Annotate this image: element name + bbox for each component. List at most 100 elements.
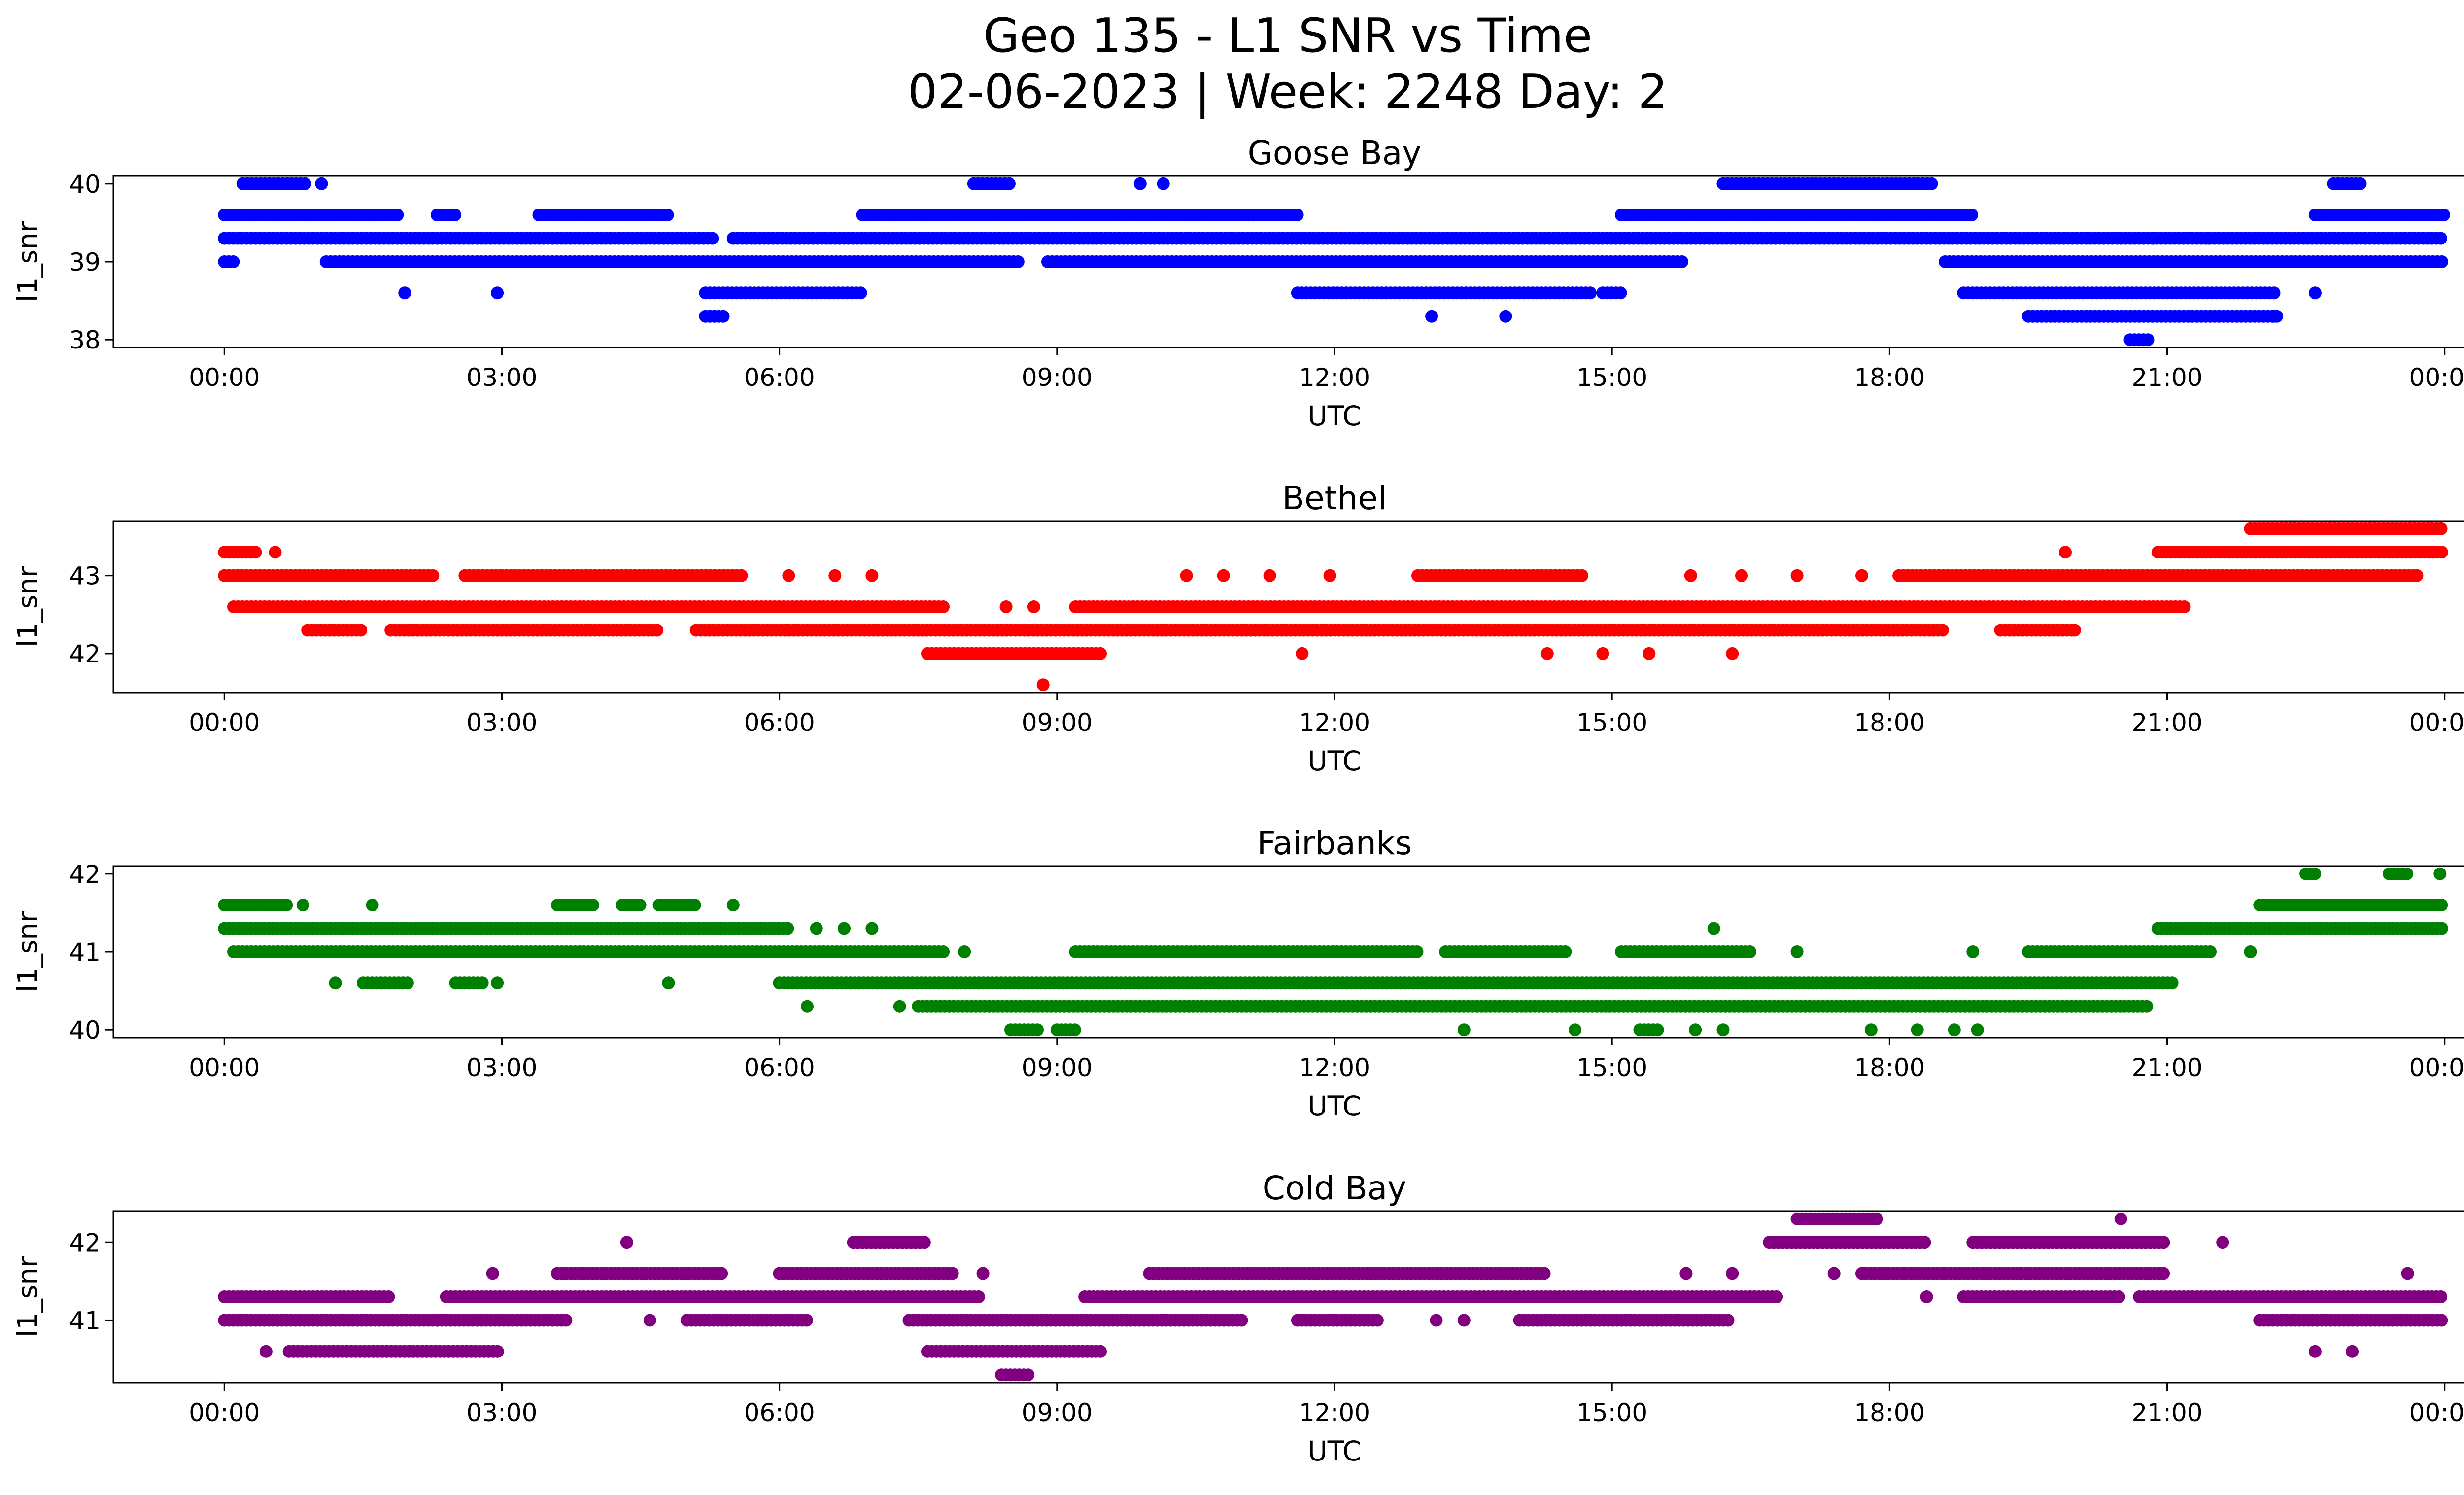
data-point xyxy=(1291,209,1304,222)
data-point xyxy=(1094,647,1107,660)
data-point xyxy=(781,922,794,935)
data-point xyxy=(1936,624,1949,637)
x-tick-label: 03:00 xyxy=(466,708,537,737)
x-tick-label: 00:00 xyxy=(189,363,260,392)
data-point xyxy=(1410,945,1424,958)
data-point xyxy=(726,899,740,912)
x-tick-label: 03:00 xyxy=(466,363,537,392)
marker-band xyxy=(218,899,2448,912)
data-point xyxy=(298,177,311,190)
data-point xyxy=(2410,569,2424,582)
data-point xyxy=(1965,209,1978,222)
data-point xyxy=(1094,1345,1107,1358)
marker-band xyxy=(218,255,2448,268)
data-point xyxy=(865,922,879,935)
y-tick-label: 40 xyxy=(69,1016,101,1044)
data-point xyxy=(1011,255,1025,268)
data-point xyxy=(491,976,504,990)
x-tick-label: 15:00 xyxy=(1576,708,1647,737)
marker-band xyxy=(2123,333,2155,347)
data-point xyxy=(1323,569,1336,582)
marker-band xyxy=(218,232,2447,245)
data-point xyxy=(280,899,293,912)
data-point xyxy=(1689,1023,1702,1037)
data-point xyxy=(1643,647,1656,660)
data-point xyxy=(1911,1023,1924,1037)
series-markers xyxy=(218,867,2448,1037)
marker-band xyxy=(227,945,2217,958)
data-point xyxy=(1133,177,1147,190)
data-point xyxy=(1569,1023,1582,1037)
x-tick-label: 12:00 xyxy=(1299,1053,1370,1082)
marker-band xyxy=(699,286,2281,300)
data-point xyxy=(401,976,414,990)
data-point xyxy=(1948,1023,1961,1037)
data-point xyxy=(2244,945,2257,958)
data-point xyxy=(1770,1290,1783,1303)
panel-title: Goose Bay xyxy=(1248,134,1422,172)
data-point xyxy=(662,976,675,990)
data-point xyxy=(2308,286,2322,300)
data-point xyxy=(1651,1023,1664,1037)
data-point xyxy=(227,255,240,268)
marker-band xyxy=(218,1314,2448,1327)
data-point xyxy=(1864,1023,1878,1037)
data-point xyxy=(269,546,282,559)
x-tick-label: 00:00 xyxy=(189,708,260,737)
data-point xyxy=(2435,922,2448,935)
data-point xyxy=(661,209,674,222)
data-point xyxy=(1068,1023,1081,1037)
data-point xyxy=(398,286,411,300)
x-tick-label: 18:00 xyxy=(1854,708,1925,737)
data-point xyxy=(800,1314,813,1327)
series-markers xyxy=(218,177,2450,347)
data-point xyxy=(801,1000,814,1013)
data-point xyxy=(354,624,368,637)
data-point xyxy=(1540,647,1554,660)
data-point xyxy=(810,922,823,935)
x-tick-label: 06:00 xyxy=(744,1053,815,1082)
data-point xyxy=(1707,922,1720,935)
data-point xyxy=(296,899,309,912)
data-point xyxy=(717,310,730,323)
data-point xyxy=(972,1290,985,1303)
data-point xyxy=(633,899,647,912)
data-point xyxy=(391,209,404,222)
data-point xyxy=(1235,1314,1248,1327)
data-point xyxy=(1790,945,1804,958)
marker-band xyxy=(912,1000,2154,1013)
y-axis-label: l1_snr xyxy=(12,911,43,992)
data-point xyxy=(2114,232,2127,245)
figure-title: Geo 135 - L1 SNR vs Time xyxy=(983,9,1592,63)
data-point xyxy=(1855,569,1868,582)
data-point xyxy=(650,624,664,637)
data-point xyxy=(2140,1000,2154,1013)
data-point xyxy=(1721,1314,1735,1327)
data-point xyxy=(937,945,950,958)
data-point xyxy=(838,922,851,935)
x-tick-label: 06:00 xyxy=(744,708,815,737)
marker-band xyxy=(1004,1023,1664,1037)
marker-band xyxy=(2299,867,2414,880)
data-point xyxy=(2202,232,2215,245)
data-point xyxy=(1716,1023,1730,1037)
data-point xyxy=(2112,1290,2125,1303)
data-point xyxy=(1296,647,1309,660)
x-tick-label: 21:00 xyxy=(2131,1053,2202,1082)
marker-band xyxy=(356,976,2179,990)
y-tick-label: 38 xyxy=(69,326,101,354)
panel-title: Cold Bay xyxy=(1263,1169,1406,1207)
panel-title: Bethel xyxy=(1282,479,1387,517)
data-point xyxy=(2354,177,2367,190)
x-tick-label: 00:00 xyxy=(189,1053,260,1082)
data-point xyxy=(2308,867,2322,880)
data-point xyxy=(1457,1023,1471,1037)
data-point xyxy=(2204,945,2217,958)
data-point xyxy=(2400,867,2414,880)
data-point xyxy=(315,177,328,190)
x-axis-label: UTC xyxy=(1307,745,1361,777)
data-point xyxy=(1575,569,1588,582)
y-tick-label: 40 xyxy=(69,170,101,199)
